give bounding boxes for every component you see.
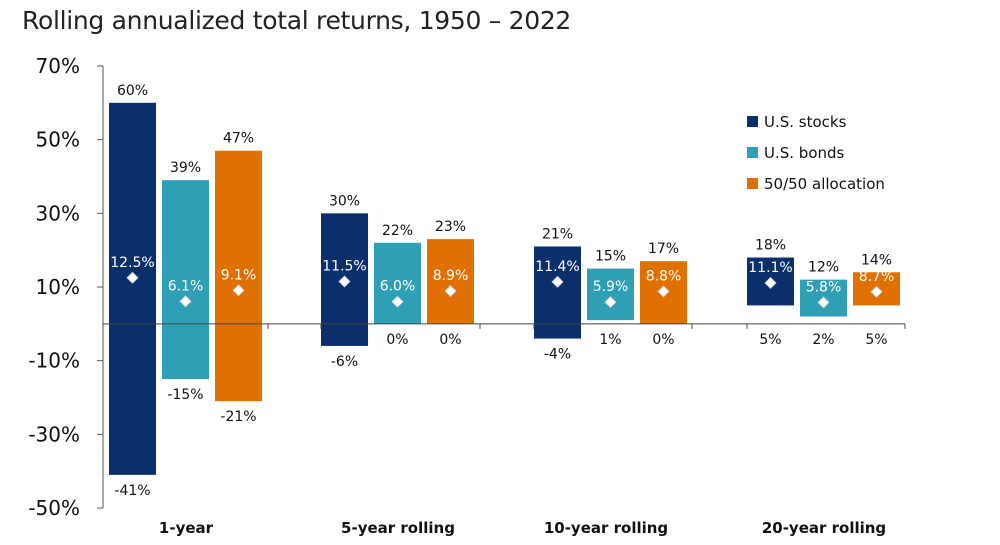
- min-label: -41%: [114, 483, 150, 499]
- average-label: 9.1%: [221, 267, 257, 283]
- y-tick-label: -50%: [28, 496, 80, 520]
- average-marker: [232, 284, 245, 297]
- category-label: 5-year rolling: [341, 519, 455, 537]
- min-label: 5%: [865, 332, 887, 348]
- legend-swatch: [747, 116, 758, 127]
- max-label: 23%: [435, 219, 466, 235]
- bar: [534, 246, 581, 339]
- min-label: 0%: [386, 332, 408, 348]
- legend-label: U.S. stocks: [764, 113, 847, 131]
- y-tick-label: 30%: [36, 201, 80, 225]
- legend-label: U.S. bonds: [764, 144, 845, 162]
- average-marker: [338, 275, 351, 288]
- average-marker: [126, 271, 139, 284]
- bar: [162, 180, 209, 380]
- category-label: 10-year rolling: [544, 519, 668, 537]
- average-marker: [870, 285, 883, 298]
- min-label: 1%: [599, 332, 621, 348]
- min-label: 5%: [759, 332, 781, 348]
- average-marker: [604, 296, 617, 309]
- legend-swatch: [747, 178, 758, 189]
- min-label: -21%: [220, 409, 256, 425]
- max-label: 17%: [648, 241, 679, 257]
- data-labels: 60% -41% 12.5% 30% -6% 11.5% 21% -4% 11.4% 18% 5% 1…: [110, 83, 894, 499]
- average-label: 11.1%: [748, 260, 792, 276]
- max-label: 12%: [808, 260, 839, 276]
- average-label: 5.8%: [806, 279, 842, 295]
- max-label: 15%: [595, 249, 626, 265]
- bar: [427, 239, 474, 324]
- average-marker: [657, 285, 670, 298]
- y-tick-label: -30%: [28, 422, 80, 446]
- min-label: 0%: [439, 332, 461, 348]
- max-label: 22%: [382, 223, 413, 239]
- average-marker: [817, 296, 830, 309]
- average-label: 11.5%: [322, 258, 366, 274]
- average-label: 12.5%: [110, 255, 154, 271]
- average-marker: [444, 284, 457, 298]
- average-marker: [551, 275, 564, 288]
- min-label: -6%: [331, 354, 358, 370]
- category-label: 1-year: [159, 519, 214, 537]
- average-marker: [764, 276, 777, 290]
- min-label: 0%: [652, 332, 674, 348]
- bar: [215, 150, 262, 402]
- min-label: 2%: [812, 332, 834, 348]
- average-marker: [179, 295, 192, 308]
- average-label: 11.4%: [535, 259, 579, 275]
- x-axis: 1-year 5-year rolling 10-year rolling 20-ye…: [159, 519, 886, 537]
- y-tick-label: 10%: [36, 275, 80, 299]
- average-label: 8.8%: [646, 268, 682, 284]
- average-label: 6.1%: [168, 278, 204, 294]
- y-tick-label: 50%: [36, 128, 80, 152]
- bar: [109, 102, 156, 475]
- zero-baseline: [102, 323, 906, 329]
- legend-label: 50/50 allocation: [764, 175, 885, 193]
- average-marker: [391, 295, 404, 308]
- max-label: 60%: [117, 83, 148, 99]
- bars: [109, 102, 900, 475]
- legend: U.S. stocks U.S. bonds 50/50 allocation: [747, 113, 885, 193]
- y-tick-label: -10%: [28, 349, 80, 373]
- max-label: 14%: [861, 252, 892, 268]
- min-label: -4%: [544, 347, 571, 363]
- average-label: 6.0%: [380, 279, 416, 295]
- average-label: 5.9%: [593, 279, 629, 295]
- y-tick-label: 70%: [36, 54, 80, 78]
- legend-swatch: [747, 147, 758, 158]
- y-axis: 70% 50% 30% 10% -10% -30% -50%: [28, 54, 104, 520]
- max-label: 18%: [755, 238, 786, 254]
- max-label: 21%: [542, 226, 573, 242]
- chart-title: Rolling annualized total returns, 1950 –…: [22, 6, 572, 35]
- min-label: -15%: [167, 387, 203, 403]
- bar: [374, 242, 421, 324]
- average-label: 8.9%: [433, 268, 469, 284]
- average-label: 8.7%: [859, 269, 895, 285]
- category-label: 20-year rolling: [762, 519, 886, 537]
- max-label: 47%: [223, 131, 254, 147]
- max-label: 39%: [170, 160, 201, 176]
- bar: [587, 268, 634, 321]
- max-label: 30%: [329, 193, 360, 209]
